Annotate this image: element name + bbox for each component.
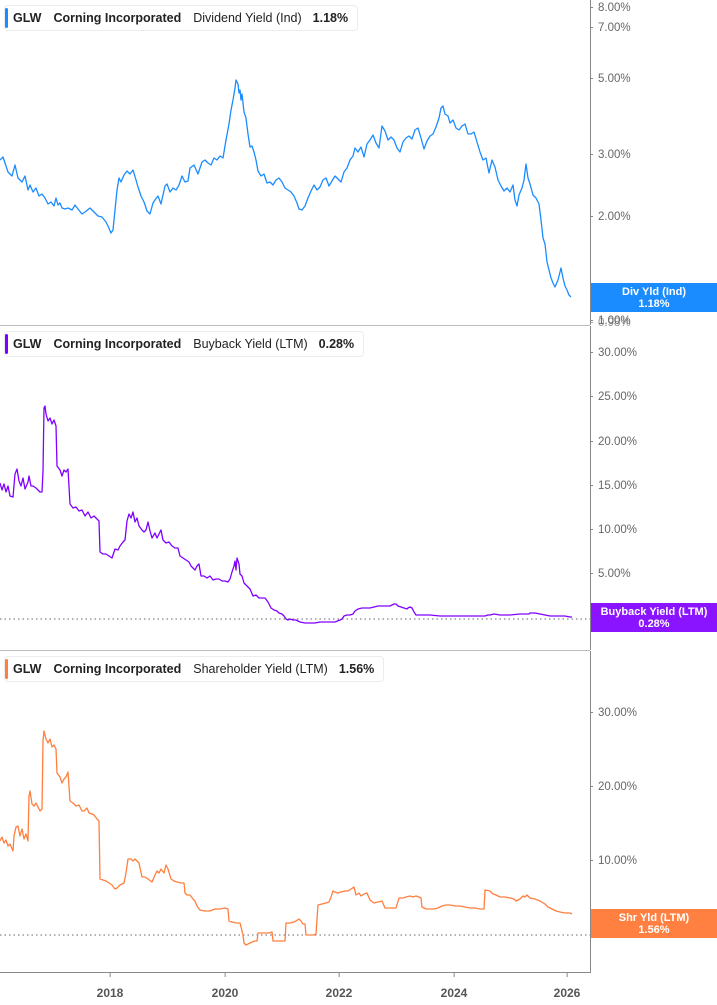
flag-value: 1.56% <box>638 924 670 936</box>
y-tick: 20.00% <box>589 781 638 793</box>
y-tick: 1.00% <box>590 315 631 327</box>
y-tick: 10.00% <box>589 855 638 867</box>
panel-divider <box>0 650 590 651</box>
legend-ticker: GLW <box>13 662 42 676</box>
legend-value: 0.28% <box>318 337 355 351</box>
buyback-yield-line[interactable] <box>0 405 572 624</box>
dividend-yield-panel: GLW Corning Incorporated Dividend Yield … <box>0 0 717 329</box>
x-tick: 2026 <box>553 973 581 1000</box>
flag-label: Shr Yld (LTM) <box>618 912 690 924</box>
flag-value: 0.28% <box>638 618 670 630</box>
x-tick: 2022 <box>325 973 353 1000</box>
panel-divider <box>0 325 590 326</box>
x-tick: 2018 <box>96 973 124 1000</box>
dividend-yield-chart <box>0 79 572 298</box>
legend-metric: Buyback Yield (LTM) <box>193 337 308 351</box>
y-tick: 25.00% <box>589 391 638 403</box>
shareholder-yield-legend[interactable]: GLW Corning Incorporated Shareholder Yie… <box>4 656 385 682</box>
flag-label: Div Yld (Ind) <box>622 286 686 298</box>
y-tick: 20.00% <box>589 436 638 448</box>
shareholder-yield-value-flag: Shr Yld (LTM) 1.56% <box>591 909 717 938</box>
flag-label: Buyback Yield (LTM) <box>600 606 708 618</box>
y-axis-line <box>590 326 591 650</box>
legend-ticker: GLW <box>13 337 42 351</box>
y-tick: 30.00% <box>589 707 638 719</box>
y-tick: 15.00% <box>589 480 638 492</box>
buyback-yield-chart <box>0 405 590 624</box>
dividend-yield-value-flag: Div Yld (Ind) 1.18% <box>591 283 717 312</box>
legend-company: Corning Incorporated <box>53 11 182 25</box>
y-tick: 7.00% <box>590 22 631 34</box>
legend-company: Corning Incorporated <box>53 662 182 676</box>
shareholder-yield-panel: GLW Corning Incorporated Shareholder Yie… <box>0 651 717 972</box>
y-tick: 3.00% <box>590 149 631 161</box>
dividend-yield-line[interactable] <box>0 79 572 298</box>
buyback-yield-legend[interactable]: GLW Corning Incorporated Buyback Yield (… <box>4 331 365 357</box>
y-tick: 5.00% <box>590 73 631 85</box>
y-axis-line <box>590 651 591 972</box>
y-tick: 10.00% <box>589 524 638 536</box>
y-tick: 0.98% <box>590 317 631 329</box>
shareholder-yield-chart <box>0 730 590 946</box>
flag-value: 1.18% <box>638 298 670 310</box>
buyback-yield-value-flag: Buyback Yield (LTM) 0.28% <box>591 603 717 632</box>
buyback-yield-panel: GLW Corning Incorporated Buyback Yield (… <box>0 326 717 650</box>
x-tick: 2024 <box>440 973 468 1000</box>
legend-value: 1.18% <box>312 11 349 25</box>
legend-ticker: GLW <box>13 11 42 25</box>
y-tick: 30.00% <box>589 347 638 359</box>
dividend-yield-legend[interactable]: GLW Corning Incorporated Dividend Yield … <box>4 5 359 31</box>
y-tick: 2.00% <box>590 211 631 223</box>
series-color-swatch <box>5 334 8 354</box>
legend-company: Corning Incorporated <box>53 337 182 351</box>
y-tick: 8.00% <box>590 2 631 14</box>
y-tick: 5.00% <box>590 568 631 580</box>
series-color-swatch <box>5 8 8 28</box>
legend-metric: Shareholder Yield (LTM) <box>193 662 328 676</box>
x-axis-line <box>0 972 591 973</box>
legend-value: 1.56% <box>338 662 375 676</box>
x-tick: 2020 <box>211 973 239 1000</box>
y-axis-line <box>590 0 591 325</box>
legend-metric: Dividend Yield (Ind) <box>193 11 302 25</box>
series-color-swatch <box>5 659 8 679</box>
shareholder-yield-line[interactable] <box>0 730 573 946</box>
